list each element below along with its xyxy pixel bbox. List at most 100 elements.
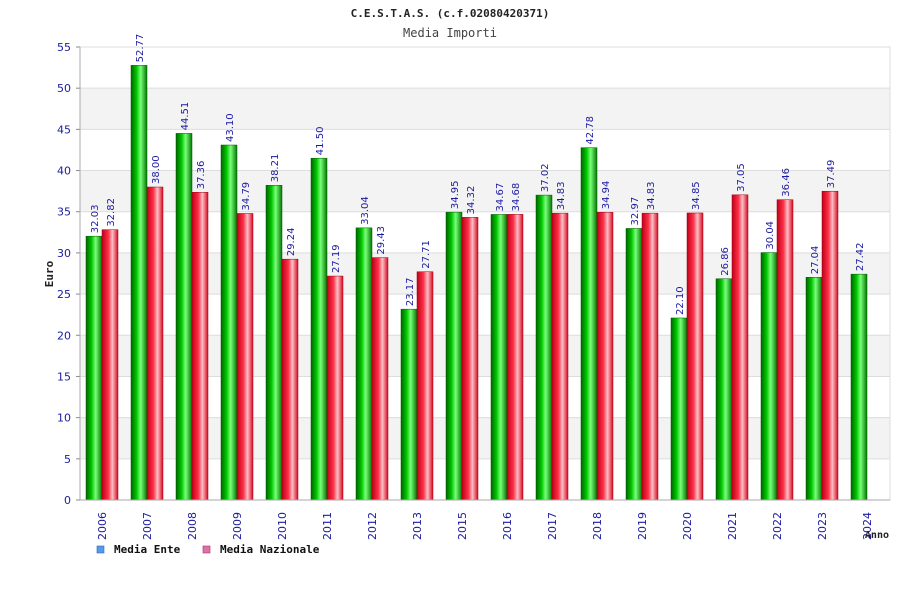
- x-tick-label: 2008: [186, 512, 199, 540]
- legend: Media Ente Media Nazionale: [96, 543, 320, 556]
- bar-value-label: 41.50: [315, 127, 326, 156]
- x-tick-label: 2007: [141, 512, 154, 540]
- bar-value-label: 37.36: [196, 161, 207, 190]
- bar-value-label: 32.03: [90, 205, 101, 234]
- bar-media-nazionale-2010: [281, 258, 299, 501]
- bar-media-nazionale-2015: [461, 217, 479, 501]
- y-tick-label: 15: [57, 370, 71, 383]
- plot-background: [79, 46, 891, 501]
- bar-media-nazionale-2021: [731, 194, 749, 501]
- plot-band: [80, 335, 890, 377]
- plot-band: [80, 376, 890, 418]
- y-tick-label: 45: [57, 123, 71, 136]
- bar-value-label: 23.17: [405, 278, 416, 307]
- bar-media-ente-2007: [130, 65, 148, 501]
- x-tick-label: 2006: [96, 512, 109, 540]
- bar-value-label: 33.04: [360, 196, 371, 225]
- bar-media-ente-2011: [310, 157, 328, 501]
- bar-media-nazionale-2017: [551, 212, 569, 501]
- bar-media-nazionale-2023: [821, 190, 839, 501]
- x-tick-label: 2024: [861, 512, 874, 540]
- bar-media-nazionale-2016: [506, 214, 524, 501]
- bar-value-label: 37.02: [540, 163, 551, 192]
- bar-media-nazionale-2020: [686, 212, 704, 501]
- legend-label-media-ente: Media Ente: [114, 543, 181, 556]
- y-tick-label: 10: [57, 412, 71, 425]
- bar-media-ente-2006: [85, 235, 103, 501]
- bar-value-label: 37.05: [736, 163, 747, 192]
- y-tick-label: 35: [57, 206, 71, 219]
- x-tick-label: 2019: [636, 512, 649, 540]
- plot-band: [80, 170, 890, 212]
- bar-value-label: 34.83: [556, 181, 567, 210]
- x-tick-label: 2016: [501, 512, 514, 540]
- y-tick-label: 30: [57, 247, 71, 260]
- legend-label-media-nazionale: Media Nazionale: [220, 543, 320, 556]
- x-tick-label: 2015: [456, 512, 469, 540]
- bar-media-ente-2020: [670, 317, 688, 501]
- bar-media-ente-2016: [490, 214, 508, 501]
- legend-item-media-nazionale: Media Nazionale: [202, 543, 320, 556]
- bar-media-nazionale-2009: [236, 213, 254, 501]
- grid-lines: [80, 46, 890, 501]
- bar-value-label: 27.71: [421, 240, 432, 269]
- legend-item-media-ente: Media Ente: [96, 543, 181, 556]
- plot-band: [80, 88, 890, 130]
- bar-media-ente-2013: [400, 308, 418, 501]
- chart-subtitle: Media Importi: [403, 26, 497, 40]
- x-axis-label: Anno: [865, 530, 889, 541]
- bar-value-label: 34.67: [495, 183, 506, 212]
- bar-media-nazionale-2012: [371, 257, 389, 501]
- bar-value-label: 43.10: [225, 113, 236, 142]
- bar-value-label: 32.97: [630, 197, 641, 226]
- bar-value-label: 42.78: [585, 116, 596, 145]
- bar-value-label: 38.21: [270, 154, 281, 183]
- y-tick-label: 50: [57, 82, 71, 95]
- bar-value-label: 26.86: [720, 247, 731, 276]
- bar-value-label: 38.00: [151, 155, 162, 184]
- y-tick-label: 55: [57, 41, 71, 54]
- x-tick-label: 2011: [321, 512, 334, 540]
- bar-value-label: 30.04: [765, 221, 776, 250]
- bar-value-label: 34.79: [241, 182, 252, 211]
- bar-media-ente-2022: [760, 252, 778, 501]
- y-tick-label: 25: [57, 288, 71, 301]
- bar-value-label: 34.85: [691, 181, 702, 210]
- bar-value-label: 34.95: [450, 180, 461, 209]
- x-tick-label: 2013: [411, 512, 424, 540]
- x-tick-label: 2010: [276, 512, 289, 540]
- bar-media-nazionale-2008: [191, 192, 209, 501]
- x-tick-label: 2017: [546, 512, 559, 540]
- plot-band: [80, 129, 890, 171]
- legend-swatch-media-ente: [96, 545, 105, 554]
- bar-value-label: 22.10: [675, 286, 686, 315]
- x-tick-label: 2020: [681, 512, 694, 540]
- bar-value-label: 27.42: [855, 243, 866, 272]
- bar-media-nazionale-2019: [641, 212, 659, 501]
- bar-media-ente-2017: [535, 194, 553, 501]
- bar-value-label: 34.83: [646, 181, 657, 210]
- bar-media-ente-2012: [355, 227, 373, 501]
- x-tick-label: 2018: [591, 512, 604, 540]
- y-tick-label: 5: [64, 453, 71, 466]
- bar-media-nazionale-2011: [326, 275, 344, 501]
- bar-value-label: 29.24: [286, 228, 297, 257]
- bar-media-ente-2010: [265, 185, 283, 501]
- bar-media-ente-2008: [175, 133, 193, 501]
- plot-band: [80, 252, 890, 295]
- bar-value-label: 27.04: [810, 246, 821, 275]
- x-tick-label: 2022: [771, 512, 784, 540]
- x-tick-label: 2012: [366, 512, 379, 540]
- bar-value-label: 29.43: [376, 226, 387, 255]
- x-tick-label: 2009: [231, 512, 244, 540]
- y-axis-ticks: 0 5 10 15 20 25 30 35 40 45 50 55: [57, 41, 890, 507]
- bar-value-label: 27.19: [331, 244, 342, 273]
- y-tick-label: 40: [57, 165, 71, 178]
- bar-media-nazionale-2007: [146, 186, 164, 501]
- bar-value-label: 52.77: [135, 34, 146, 63]
- bar-value-label: 32.82: [106, 198, 117, 227]
- bar-media-ente-2009: [220, 144, 238, 501]
- bar-media-ente-2018: [580, 147, 598, 501]
